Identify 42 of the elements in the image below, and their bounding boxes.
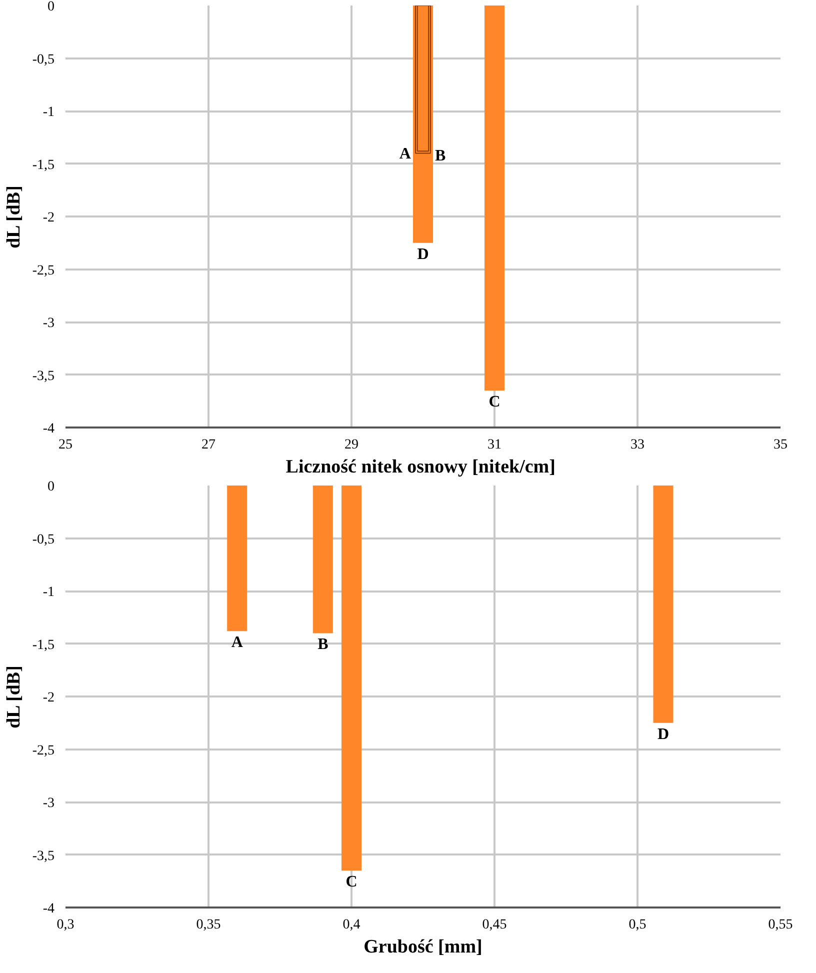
series-label: B <box>435 148 446 165</box>
y-tick-label: -4 <box>42 902 55 916</box>
y-tick-label: -3,5 <box>32 368 55 384</box>
x-tick-label: 31 <box>488 438 502 452</box>
y-axis-title: dL [dB] <box>3 666 24 728</box>
y-tick-label: -1 <box>42 105 55 120</box>
series-label: B <box>318 636 329 654</box>
y-tick-label: -4 <box>42 422 55 436</box>
y-tick-label: 0 <box>48 480 54 494</box>
series-label: A <box>399 146 412 163</box>
x-tick-label: 25 <box>58 438 72 452</box>
series-label: D <box>417 246 429 263</box>
y-tick-label: -0,5 <box>32 52 55 68</box>
y-tick-label: -2 <box>42 690 55 706</box>
series-label: A <box>231 634 244 652</box>
y-tick-label: -1,5 <box>32 638 55 653</box>
x-tick-label: 29 <box>344 438 358 452</box>
series-label: C <box>488 394 500 411</box>
y-tick-label: -2,5 <box>32 743 55 758</box>
x-tick-label: 0,3 <box>56 918 74 932</box>
y-tick-label: -1,5 <box>32 158 55 173</box>
x-tick-label: 33 <box>630 438 644 452</box>
x-tick-label: 0,55 <box>768 918 793 932</box>
y-tick-label: -3,5 <box>32 848 55 864</box>
y-tick-label: 0 <box>48 0 54 14</box>
x-tick-label: 0,35 <box>196 918 221 932</box>
series-label: C <box>346 874 358 891</box>
y-tick-label: -3 <box>42 796 55 811</box>
y-tick-label: -1 <box>42 585 55 600</box>
y-axis-title: dL [dB] <box>3 186 24 248</box>
x-tick-label: 0,4 <box>342 918 360 932</box>
x-tick-label: 35 <box>774 438 788 452</box>
y-tick-label: -2 <box>42 210 55 226</box>
x-tick-label: 0,45 <box>482 918 507 932</box>
x-axis-title: Liczność nitek osnowy [nitek/cm] <box>286 456 556 478</box>
y-tick-label: -2,5 <box>32 263 55 278</box>
y-tick-label: -0,5 <box>32 532 55 548</box>
x-axis-title: Grubość [mm] <box>364 936 482 958</box>
series-label: D <box>657 726 670 743</box>
x-tick-label: 0,5 <box>628 918 646 932</box>
x-tick-label: 27 <box>202 438 216 452</box>
y-tick-label: -3 <box>42 316 55 331</box>
